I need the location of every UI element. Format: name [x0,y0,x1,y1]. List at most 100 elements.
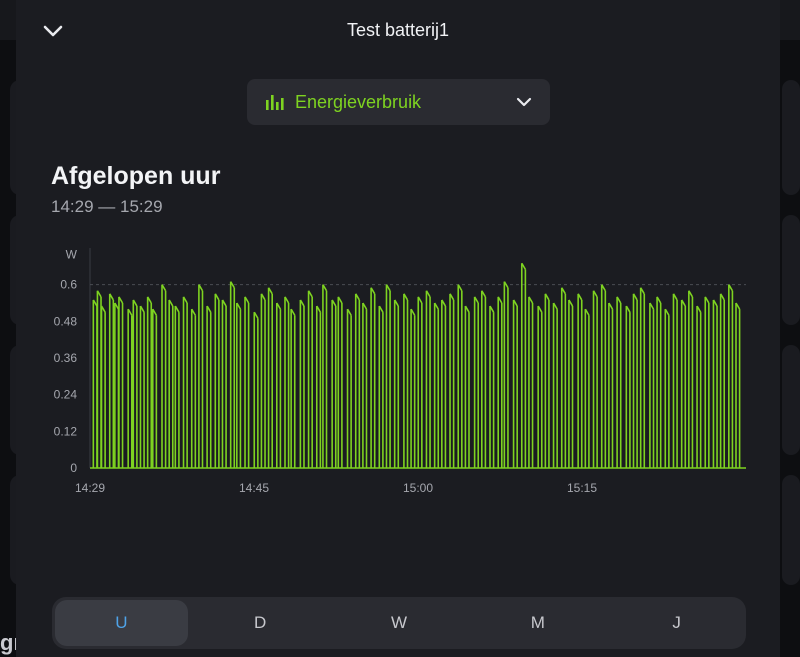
data-point-top [425,290,431,298]
data-point-top [719,293,725,301]
data-point-top [473,296,479,304]
x-tick-label: 14:29 [75,481,105,495]
data-point-top [109,293,115,301]
bar-chart-icon [265,94,285,110]
data-point-top [577,293,583,301]
data-point-top [521,262,527,270]
data-point-top [299,299,305,307]
data-point-top [100,305,106,313]
data-point-top [253,311,259,319]
data-point-top [362,302,368,310]
data-point-top [355,293,361,301]
metric-dropdown-label: Energieverbruik [295,91,422,112]
data-point-top [92,299,98,307]
data-point-top [132,299,138,307]
data-point-top [625,305,631,313]
data-point-top [290,308,296,316]
data-point-top [346,308,352,316]
data-point-top [191,308,197,316]
data-point-top [704,296,710,304]
data-point-top [497,296,503,304]
period-tabs: U D W M J [52,597,746,649]
data-point-top [410,308,416,316]
data-point-top [244,296,250,304]
data-point-top [168,299,174,307]
y-tick-label: 0.36 [54,351,78,365]
data-point-top [441,299,447,307]
tab-month[interactable]: M [530,613,545,632]
data-point-top [433,302,439,310]
x-tick-label: 14:45 [239,481,269,495]
y-tick-label: 0.48 [54,314,78,328]
data-point-top [96,290,102,298]
data-point-top [417,296,423,304]
tab-year[interactable]: J [672,613,681,632]
data-point-top [489,305,495,313]
data-point-top [528,296,534,304]
data-point-top [221,299,227,307]
tab-day[interactable]: D [254,613,267,632]
x-tick-label: 15:00 [403,481,433,495]
data-point-top [568,299,574,307]
data-point-top [552,302,558,310]
y-axis-label: W [66,248,78,262]
data-point-top [537,305,543,313]
background-partial-text: gı [0,630,20,655]
data-point-top [307,290,313,298]
data-point-top [385,284,391,292]
data-point-top [544,293,550,301]
data-point-top [146,296,152,304]
background-card [782,215,800,325]
data-point-top [393,299,399,307]
data-point-top [331,299,337,307]
data-point-top [152,308,158,316]
data-point-top [236,302,242,310]
data-point-top [632,293,638,301]
data-point-top [260,293,266,301]
data-point-top [174,305,180,313]
data-point-top [696,305,702,313]
sheet-title: Test batterij1 [346,20,450,40]
x-tick-label: 15:15 [567,481,597,495]
data-point-top [584,308,590,316]
chevron-down-icon [43,25,63,37]
data-point-top [206,305,212,313]
data-point-top [284,296,290,304]
data-point-top [639,287,645,295]
tab-hour[interactable]: U [55,600,188,646]
tab-week[interactable]: W [390,613,408,632]
data-point-top [735,302,741,310]
background-card [782,475,800,585]
data-point-top [449,293,455,301]
data-point-top [139,305,145,313]
data-point-top [601,284,607,292]
data-point-top [316,305,322,313]
data-point-top [457,284,463,292]
background-card [782,345,800,455]
data-point-top [512,299,518,307]
detail-sheet: Test batterij1 Energieverbruik Afgelopen… [16,0,780,657]
data-point-top [712,299,718,307]
data-point-top [561,287,567,295]
data-point-top [276,302,282,310]
data-point-top [592,290,598,298]
background-card [782,80,800,195]
data-point-top [608,302,614,310]
data-point-top [503,281,509,289]
data-point-top [267,287,273,295]
y-tick-label: 0.12 [54,424,78,438]
data-point-top [127,308,133,316]
metric-dropdown[interactable]: Energieverbruik [247,79,550,125]
data-point-top [337,296,343,304]
data-point-top [229,281,235,289]
data-point-top [182,296,188,304]
data-point-top [680,299,686,307]
data-point-top [322,284,328,292]
energy-chart: 0 0.12 0.24 0.36 0.48 0.6 14:29 14:45 15:00 15:1… [54,248,746,495]
close-button[interactable] [38,16,68,46]
data-point-top [214,293,220,301]
y-tick-label: 0.6 [60,278,77,292]
y-tick-label: 0.24 [54,388,78,402]
data-point-top [656,296,662,304]
period-title: Afgelopen uur [51,162,221,190]
